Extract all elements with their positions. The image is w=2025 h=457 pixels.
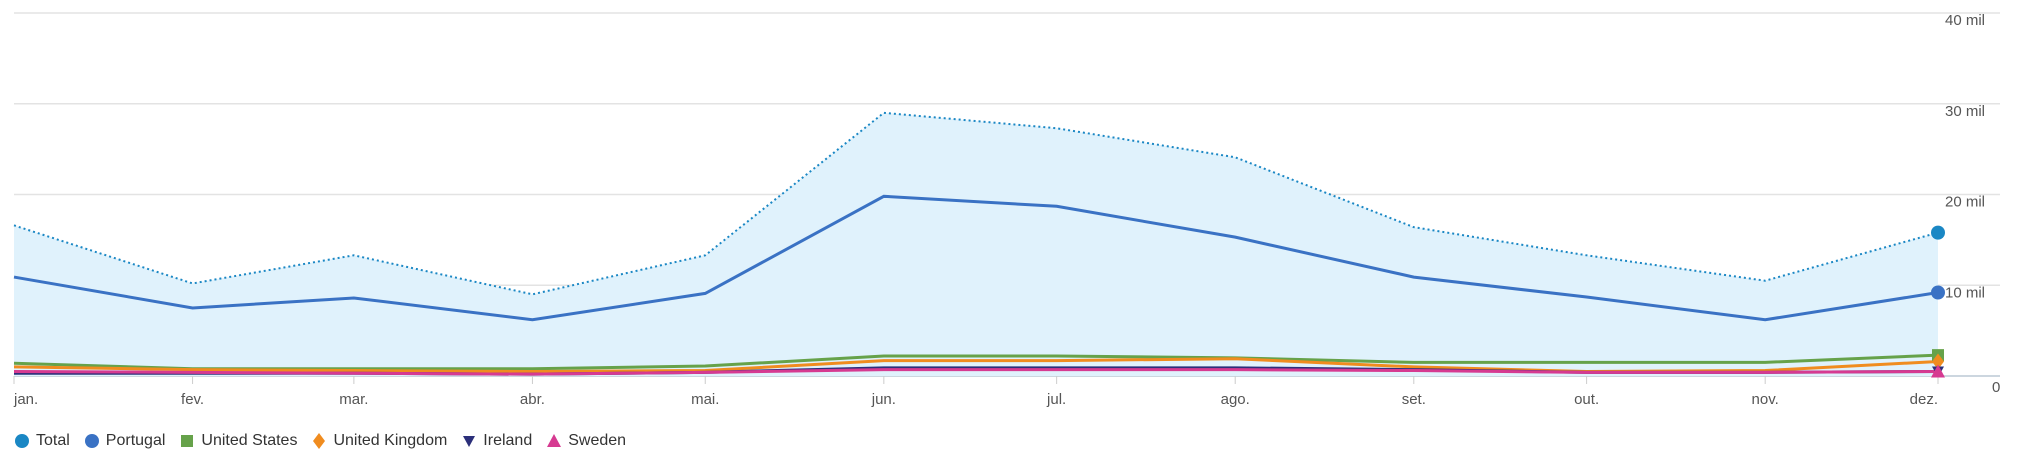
x-tick-label: nov. (1752, 391, 1779, 408)
y-tick-label: 10 mil (1945, 284, 1985, 301)
x-tick-label: jan. (13, 391, 38, 408)
legend-label: United Kingdom (333, 432, 448, 449)
legend-label: Total (36, 432, 70, 449)
triangle-down-icon (463, 436, 476, 447)
diamond-marker (313, 433, 326, 449)
legend-item-total[interactable]: Total (14, 432, 70, 450)
portugal-series-line[interactable] (13, 194, 1939, 322)
legend-item-ireland[interactable]: Ireland (461, 432, 532, 450)
x-tick-label: dez. (1910, 391, 1938, 408)
pin-icon (15, 434, 29, 448)
sweden-series-line[interactable] (13, 368, 1939, 376)
legend-label: Ireland (483, 432, 533, 449)
legend-label: Portugal (105, 432, 166, 449)
x-tick-label: mar. (339, 391, 368, 408)
united-states-series-line[interactable] (13, 353, 1939, 371)
y-tick-label: 0 (1992, 379, 2000, 396)
legend-item-united-states[interactable]: United States (179, 432, 297, 450)
x-tick-label: ago. (1221, 391, 1250, 408)
x-tick-label: out. (1574, 391, 1599, 408)
chart-legend: Total Portugal United States United Kingdom… (14, 432, 626, 450)
triangle-up-marker (547, 434, 562, 447)
circle-icon (84, 434, 99, 448)
legend-label: Sweden (568, 432, 627, 449)
portugal-end-marker[interactable] (1931, 285, 1945, 300)
circle-marker (84, 434, 99, 448)
x-tick-label: jul. (1046, 391, 1066, 408)
x-tick-label: abr. (520, 391, 545, 408)
y-tick-label: 30 mil (1945, 103, 1985, 120)
legend-item-united-kingdom[interactable]: United Kingdom (311, 432, 447, 450)
triangle-down-marker (463, 436, 476, 447)
total-end-marker[interactable] (1931, 225, 1945, 240)
x-tick-label: fev. (181, 391, 204, 408)
legend-item-sweden[interactable]: Sweden (546, 432, 626, 450)
line-chart: jan. fev. mar. abr. mai. jun. jul. ago. set. out.… (13, 12, 2000, 408)
total-area (14, 112, 1938, 376)
united-kingdom-end-marker[interactable] (1932, 353, 1944, 370)
x-tick-label: set. (1402, 391, 1426, 408)
triangle-up-icon (547, 434, 562, 447)
legend-label: United States (201, 432, 298, 449)
square-marker (181, 435, 194, 447)
x-tick-label: jun. (871, 391, 896, 408)
square-icon (181, 435, 194, 447)
total-series-line[interactable] (13, 111, 1939, 296)
sweden-end-marker[interactable] (1931, 364, 1945, 378)
pin-marker (15, 434, 29, 448)
x-tick-label: mai. (691, 391, 719, 408)
y-tick-label: 20 mil (1945, 194, 1985, 211)
y-tick-label: 40 mil (1945, 12, 1985, 29)
legend-item-portugal[interactable]: Portugal (84, 432, 166, 450)
diamond-icon (313, 433, 326, 449)
